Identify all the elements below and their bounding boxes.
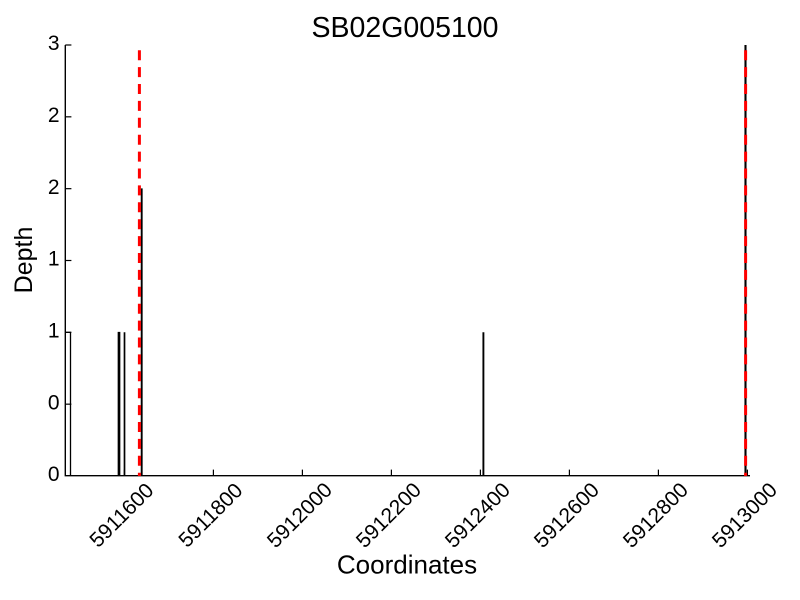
svg-text:1: 1 [48, 320, 60, 343]
svg-text:Coordinates: Coordinates [337, 550, 477, 580]
svg-text:2: 2 [48, 176, 60, 199]
svg-text:1: 1 [48, 248, 60, 271]
svg-text:2: 2 [48, 104, 60, 127]
svg-text:0: 0 [48, 463, 60, 486]
svg-text:Depth: Depth [10, 227, 38, 294]
svg-text:3: 3 [48, 32, 60, 55]
svg-text:0: 0 [48, 391, 60, 414]
svg-text:SB02G005100: SB02G005100 [312, 12, 499, 44]
